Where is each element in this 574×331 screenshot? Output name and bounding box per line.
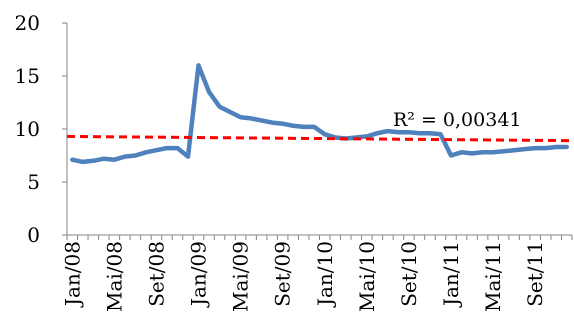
x-tick-label: Mai/08 bbox=[102, 241, 126, 312]
series-layer bbox=[70, 63, 569, 165]
x-tick-label: Jan/09 bbox=[187, 241, 211, 308]
x-tick-label: Mai/09 bbox=[229, 241, 253, 312]
x-axis-ticks: Jan/08 Mai/08 Set/08 Jan/09 Mai/09 Set/09 Jan/… bbox=[60, 235, 573, 312]
x-tick-label: Set/08 bbox=[144, 241, 168, 307]
trendline bbox=[66, 134, 573, 143]
x-tick-label: Mai/11 bbox=[481, 241, 505, 312]
x-tick-label: Mai/10 bbox=[355, 241, 379, 312]
trendline-layer bbox=[66, 134, 573, 143]
x-tick-label: Set/09 bbox=[271, 241, 295, 307]
series-line bbox=[70, 63, 569, 165]
y-tick-label: 0 bbox=[27, 223, 40, 247]
x-tick-label: Set/10 bbox=[397, 241, 421, 307]
y-axis-ticks: 0 5 10 15 20 bbox=[15, 11, 67, 247]
x-tick-label: Set/11 bbox=[523, 241, 547, 307]
trendline-annotation: R² = 0,00341 bbox=[393, 109, 522, 131]
y-tick-label: 5 bbox=[27, 170, 40, 194]
x-tick-label: Jan/11 bbox=[439, 241, 463, 308]
y-tick-label: 20 bbox=[15, 11, 40, 35]
y-tick-label: 15 bbox=[15, 64, 40, 88]
y-tick-label: 10 bbox=[15, 117, 40, 141]
x-tick-label: Jan/10 bbox=[313, 241, 337, 308]
x-tick-label: Jan/08 bbox=[60, 241, 84, 308]
